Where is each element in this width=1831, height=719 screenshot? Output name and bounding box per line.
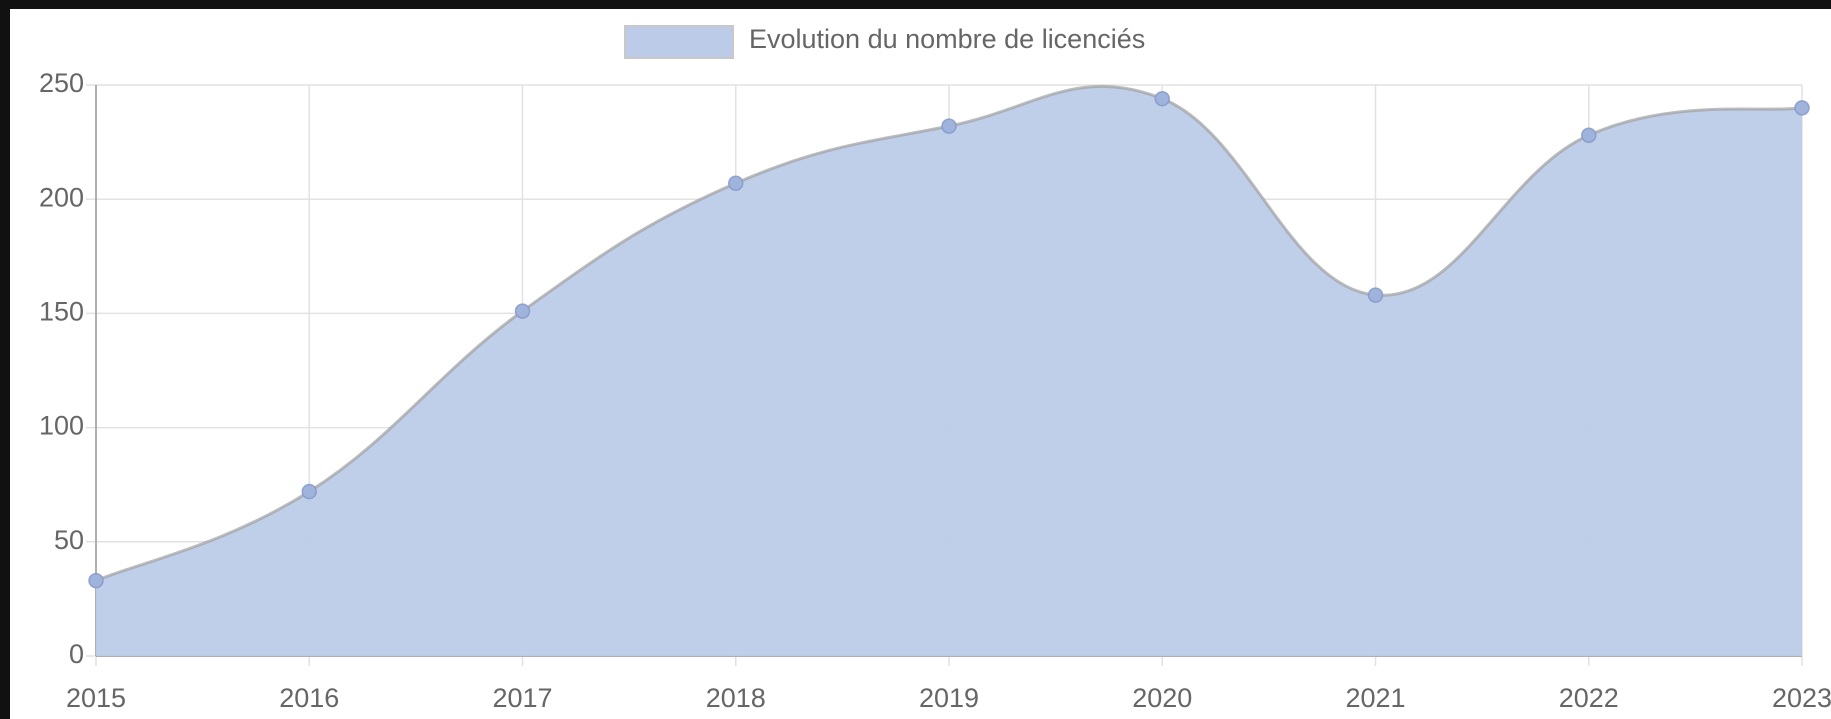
x-tick-label: 2015 <box>66 683 126 713</box>
point <box>728 175 744 191</box>
x-tick-label: 2022 <box>1559 683 1619 713</box>
x-tick-label: 2021 <box>1345 683 1405 713</box>
area <box>96 86 1802 657</box>
y-tick-label: 200 <box>39 182 84 212</box>
legend-swatch <box>624 25 734 59</box>
y-tick-label: 50 <box>54 525 84 555</box>
x-tick-label: 2017 <box>492 683 552 713</box>
point <box>1154 90 1170 107</box>
x-tick-label: 2019 <box>919 683 979 713</box>
y-tick-label: 150 <box>39 297 84 327</box>
point <box>941 118 957 134</box>
line <box>95 84 1803 583</box>
point <box>1367 287 1384 303</box>
legend-label: Evolution du nombre de licenciés <box>749 24 1145 54</box>
point <box>301 483 317 500</box>
y-tick-label: 0 <box>69 639 84 669</box>
x-tick-label: 2016 <box>279 683 339 713</box>
x-tick-label: 2020 <box>1132 683 1192 713</box>
point <box>88 572 104 589</box>
point <box>1581 127 1597 143</box>
point <box>1794 100 1810 116</box>
point <box>514 303 531 319</box>
y-tick-label: 250 <box>39 68 84 98</box>
y-tick-label: 100 <box>39 411 84 441</box>
x-tick-label: 2023 <box>1772 683 1831 713</box>
x-tick-label: 2018 <box>706 683 766 713</box>
